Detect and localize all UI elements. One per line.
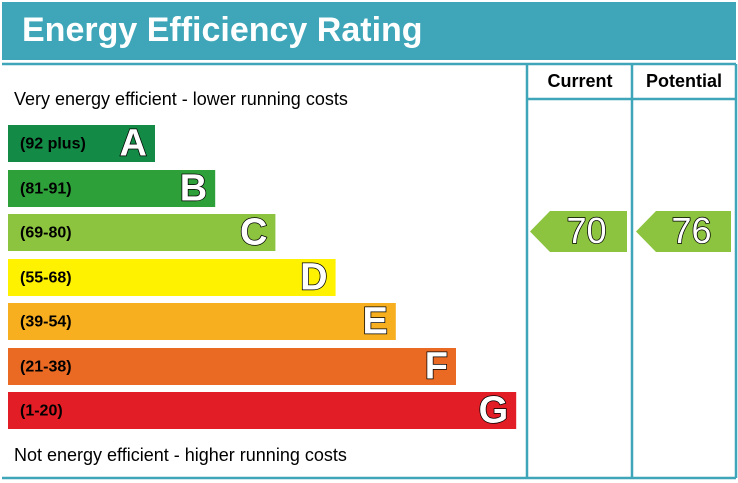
band (8, 170, 216, 207)
band-range: (21-38) (20, 359, 72, 376)
band (8, 214, 276, 251)
band-letter: F (425, 346, 448, 388)
top-note: Very energy efficient - lower running co… (14, 89, 348, 109)
band (8, 303, 396, 340)
rating-arrow (530, 211, 627, 252)
bottom-note: Not energy efficient - higher running co… (14, 445, 347, 465)
band-range: (81-91) (20, 181, 72, 198)
band-letter: A (120, 123, 147, 165)
band-range: (92 plus) (20, 136, 86, 153)
title-bar (2, 2, 736, 60)
column-header: Potential (646, 71, 722, 91)
band-range: (69-80) (20, 225, 72, 242)
band-range: (39-54) (20, 314, 72, 331)
band (8, 348, 456, 385)
band (8, 125, 155, 162)
rating-arrow (636, 211, 731, 252)
rating-value: 76 (671, 210, 711, 251)
band-letter: E (362, 301, 387, 343)
band-letter: C (240, 212, 267, 254)
band-letter: B (180, 168, 207, 210)
band (8, 259, 336, 296)
band-letter: D (300, 257, 327, 299)
band-range: (55-68) (20, 270, 72, 287)
rating-value: 70 (566, 210, 606, 251)
band (8, 392, 517, 429)
column-header: Current (547, 71, 612, 91)
frame (2, 62, 738, 480)
band-range: (1-20) (20, 403, 63, 420)
band-letter: G (479, 390, 509, 432)
title: Energy Efficiency Rating (22, 11, 423, 49)
